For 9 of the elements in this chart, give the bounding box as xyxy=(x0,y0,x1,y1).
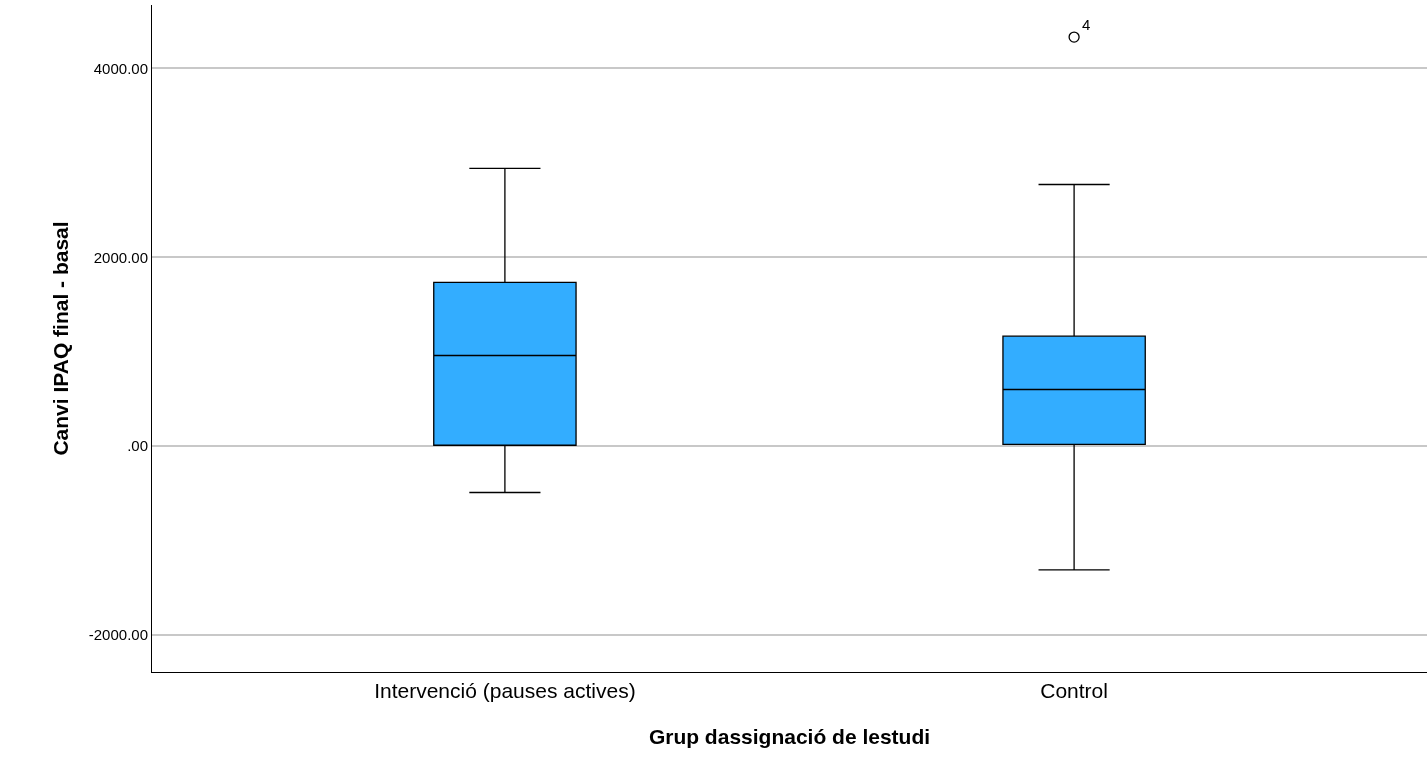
x-tick-label: Intervenció (pauses actives) xyxy=(374,679,636,703)
annotation: 4 xyxy=(1082,16,1091,33)
y-tick-label: 4000.00 xyxy=(93,59,148,77)
y-tick-label: -2000.00 xyxy=(88,626,148,644)
y-axis-title: Canvi IPAQ final - basal xyxy=(48,221,72,456)
y-tick-label: 2000.00 xyxy=(93,248,148,266)
x-tick-label: Control xyxy=(1040,679,1108,703)
y-tick-label: .00 xyxy=(127,437,148,455)
x-axis-title: Grup dassignació de lestudi xyxy=(648,725,931,749)
